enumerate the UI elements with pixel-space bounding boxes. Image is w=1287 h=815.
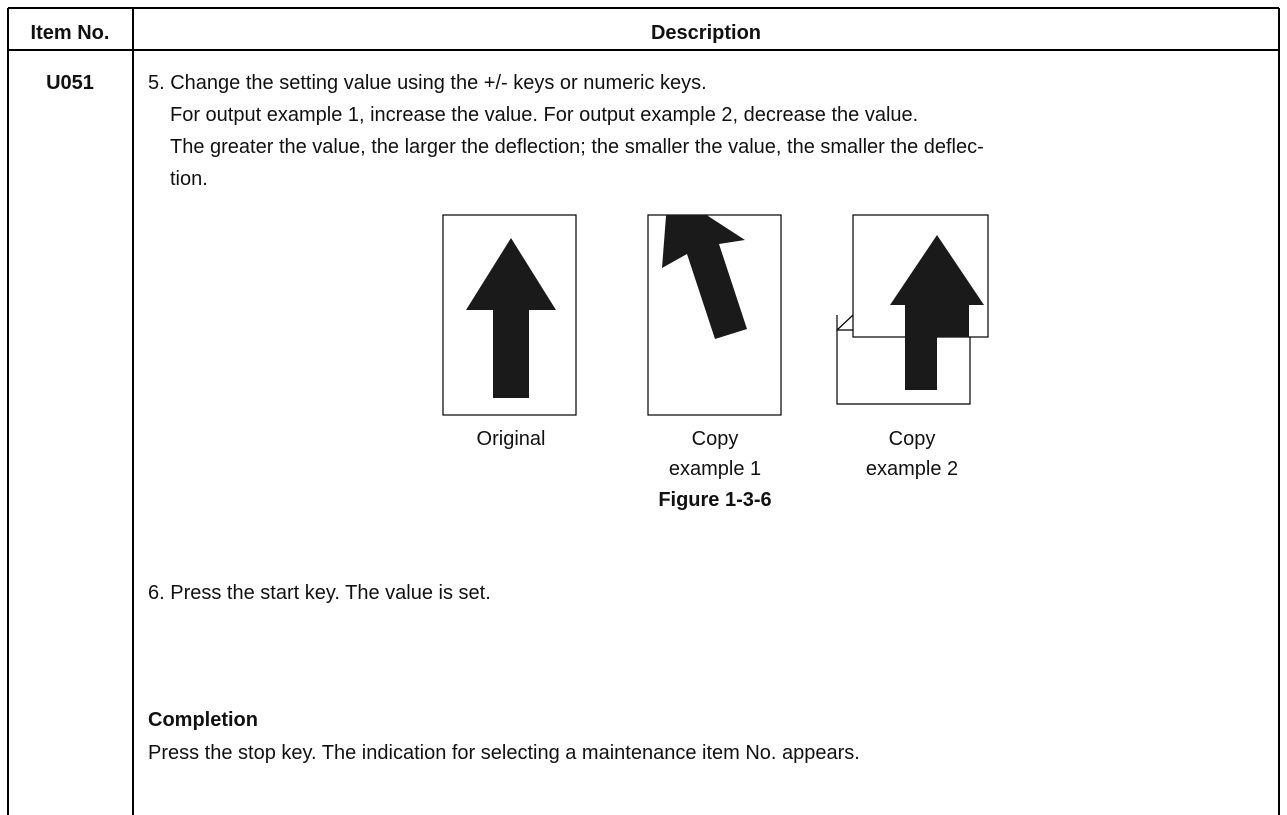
panel-label: Original (476, 428, 546, 450)
figure-caption: Figure 1-3-6 (658, 489, 772, 511)
header-item: Item No. (30, 22, 110, 44)
step-line: The greater the value, the larger the de… (170, 136, 984, 158)
panel-label: Copy (888, 428, 936, 450)
item-no: U051 (46, 72, 94, 94)
header-description: Description (650, 22, 762, 44)
panel-label: Copy (691, 428, 739, 450)
step-line: tion. (170, 168, 208, 190)
panel-label: example 2 (865, 458, 959, 480)
completion-text: Press the stop key. The indication for s… (148, 742, 860, 764)
step-line: For output example 1, increase the value… (170, 104, 919, 126)
figure (442, 214, 989, 416)
completion-heading: Completion (148, 709, 258, 731)
panel-label: example 1 (668, 458, 762, 480)
step-line: 6. Press the start key. The value is set… (148, 582, 491, 604)
step-line: 5. Change the setting value using the +/… (148, 72, 707, 94)
